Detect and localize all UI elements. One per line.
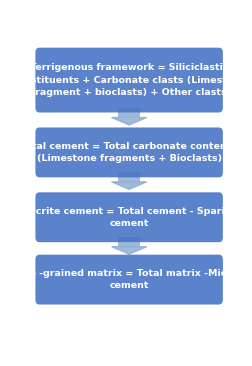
FancyBboxPatch shape (35, 192, 223, 242)
Text: Micrite cement = Total cement - Sparite
cement: Micrite cement = Total cement - Sparite … (23, 207, 236, 228)
Bar (118, 237, 140, 247)
FancyBboxPatch shape (35, 255, 223, 305)
Polygon shape (112, 247, 147, 254)
FancyBboxPatch shape (35, 48, 223, 112)
Text: Fine -grained matrix = Total matrix -Micrite
cement: Fine -grained matrix = Total matrix -Mic… (13, 269, 245, 290)
Text: Terrigenous framework = Siliciclastic
constituents + Carbonate clasts (Limestone: Terrigenous framework = Siliciclastic co… (12, 63, 246, 97)
Text: Total cement = Total carbonate content -
(Limestone fragments + Bioclasts): Total cement = Total carbonate content -… (20, 142, 238, 163)
Polygon shape (112, 182, 147, 189)
Polygon shape (112, 117, 147, 125)
Bar (118, 172, 140, 182)
FancyBboxPatch shape (35, 127, 223, 178)
Bar (118, 108, 140, 117)
